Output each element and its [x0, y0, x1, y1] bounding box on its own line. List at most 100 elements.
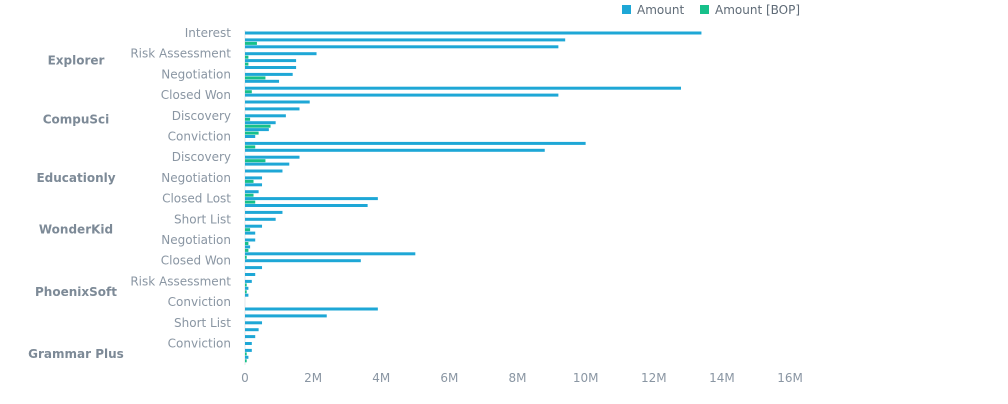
legend-label-amount-bop[interactable]: Amount [BOP] — [715, 3, 800, 17]
bar-amount-bop-6[interactable] — [245, 76, 266, 80]
x-tick-label-0: 0 — [241, 371, 249, 385]
bar-amount-38[interactable] — [245, 293, 249, 297]
bar-amount-23[interactable] — [245, 190, 259, 194]
group-label-wonderkid: WonderKid — [39, 223, 113, 237]
bar-amount-4[interactable] — [245, 59, 297, 63]
bar-amount-24[interactable] — [245, 197, 378, 201]
category-label-short-list: Short List — [174, 316, 231, 330]
category-label-conviction: Conviction — [168, 130, 231, 144]
bar-amount-37[interactable] — [245, 286, 249, 290]
bar-amount-1[interactable] — [245, 38, 566, 42]
bar-amount-0[interactable] — [245, 31, 702, 35]
bar-amount-bop-18[interactable] — [245, 159, 266, 163]
legend-swatch-amount-bop[interactable] — [700, 5, 709, 14]
legend[interactable]: Amount Amount [BOP] — [622, 3, 800, 17]
bar-amount-18[interactable] — [245, 155, 300, 159]
bar-amount-22[interactable] — [245, 183, 263, 187]
bar-amount-44[interactable] — [245, 335, 256, 339]
bar-amount-bop-28[interactable] — [245, 228, 251, 232]
category-label-conviction: Conviction — [168, 295, 231, 309]
bar-amount-21[interactable] — [245, 176, 263, 180]
bar-amount-29[interactable] — [245, 231, 256, 235]
bar-amount-bop-46[interactable] — [245, 352, 247, 356]
bar-amount-28[interactable] — [245, 224, 263, 228]
bar-amount-bop-1[interactable] — [245, 41, 257, 45]
category-label-negotiation: Negotiation — [161, 67, 231, 81]
category-label-closed-won: Closed Won — [161, 88, 231, 102]
bar-amount-bop-31[interactable] — [245, 248, 249, 252]
bar-amount-45[interactable] — [245, 342, 252, 345]
bar-amount-10[interactable] — [245, 100, 310, 104]
x-axis: 0 2M 4M 6M 8M 10M 12M 14M 16M — [241, 371, 803, 385]
category-label-closed-lost: Closed Lost — [162, 192, 231, 206]
bar-amount-40[interactable] — [245, 307, 378, 311]
category-label-negotiation: Negotiation — [161, 233, 231, 247]
bar-amount-17[interactable] — [245, 148, 545, 152]
bar-amount-bop-8[interactable] — [245, 90, 252, 94]
bar-amount-bop-21[interactable] — [245, 179, 254, 183]
legend-swatch-amount[interactable] — [622, 5, 631, 14]
bar-amount-bop-16[interactable] — [245, 145, 256, 149]
bar-amount-bop-30[interactable] — [245, 242, 249, 245]
category-label-interest: Interest — [185, 26, 232, 40]
bar-amount-9[interactable] — [245, 93, 559, 97]
x-tick-label-10m: 10M — [573, 371, 599, 385]
bar-amount-2[interactable] — [245, 45, 559, 49]
bar-amount-26[interactable] — [245, 210, 283, 214]
bar-amount-bop-3[interactable] — [245, 55, 249, 59]
bar-amount-7[interactable] — [245, 79, 280, 83]
bar-amount-14[interactable] — [245, 128, 269, 132]
legend-label-amount[interactable]: Amount — [637, 3, 684, 17]
category-label-closed-won: Closed Won — [161, 254, 231, 268]
x-tick-label-16m: 16M — [777, 371, 803, 385]
bar-amount-bop-23[interactable] — [245, 193, 254, 197]
bar-amount-34[interactable] — [245, 266, 263, 270]
bar-amount-11[interactable] — [245, 107, 300, 111]
bar-amount-bop-14[interactable] — [245, 131, 259, 135]
plot-area — [244, 30, 702, 365]
bar-amount-42[interactable] — [245, 321, 263, 325]
bar-amount-bop-36[interactable] — [245, 283, 247, 287]
x-tick-label-2m: 2M — [304, 371, 322, 385]
bar-amount-43[interactable] — [245, 328, 259, 332]
bar-amount-12[interactable] — [245, 114, 286, 118]
bar-amount-41[interactable] — [245, 314, 327, 318]
bar-amount-27[interactable] — [245, 217, 276, 221]
bar-amount-bop-37[interactable] — [245, 290, 247, 294]
bar-amount-19[interactable] — [245, 162, 290, 166]
group-label-phoenixsoft: PhoenixSoft — [35, 285, 117, 299]
bar-amount-bop-47[interactable] — [245, 359, 247, 363]
bar-amount-35[interactable] — [245, 273, 256, 276]
bar-amount-47[interactable] — [245, 355, 249, 359]
bar-amount-3[interactable] — [245, 52, 317, 56]
bar-amount-bop-32[interactable] — [245, 255, 247, 259]
bar-amount-8[interactable] — [245, 86, 681, 90]
bar-amount-31[interactable] — [245, 245, 251, 249]
category-label-risk-assessment: Risk Assessment — [130, 274, 231, 288]
x-tick-label-14m: 14M — [709, 371, 735, 385]
bar-amount-30[interactable] — [245, 238, 256, 242]
bar-amount-bop-4[interactable] — [245, 62, 249, 66]
bar-amount-16[interactable] — [245, 141, 586, 145]
bar-amount-46[interactable] — [245, 348, 252, 352]
bar-amount-32[interactable] — [245, 252, 416, 256]
category-label-risk-assessment: Risk Assessment — [130, 47, 231, 61]
bar-amount-bop-12[interactable] — [245, 117, 251, 121]
bar-amount-bop-13[interactable] — [245, 124, 271, 128]
y-axis-labels: Interest Risk Assessment Negotiation Closed… — [130, 26, 231, 351]
bar-amount-15[interactable] — [245, 135, 256, 138]
bar-amount-6[interactable] — [245, 72, 293, 76]
bar-amount-33[interactable] — [245, 259, 361, 263]
bar-amount-13[interactable] — [245, 121, 276, 125]
bar-amount-5[interactable] — [245, 66, 297, 69]
bar-amount-bop-24[interactable] — [245, 200, 256, 204]
category-label-discovery: Discovery — [172, 150, 231, 164]
bar-amount-36[interactable] — [245, 279, 252, 283]
category-label-conviction: Conviction — [168, 337, 231, 351]
x-tick-label-4m: 4M — [372, 371, 390, 385]
x-tick-label-8m: 8M — [509, 371, 527, 385]
bar-amount-25[interactable] — [245, 204, 368, 207]
bar-amount-20[interactable] — [245, 169, 283, 173]
